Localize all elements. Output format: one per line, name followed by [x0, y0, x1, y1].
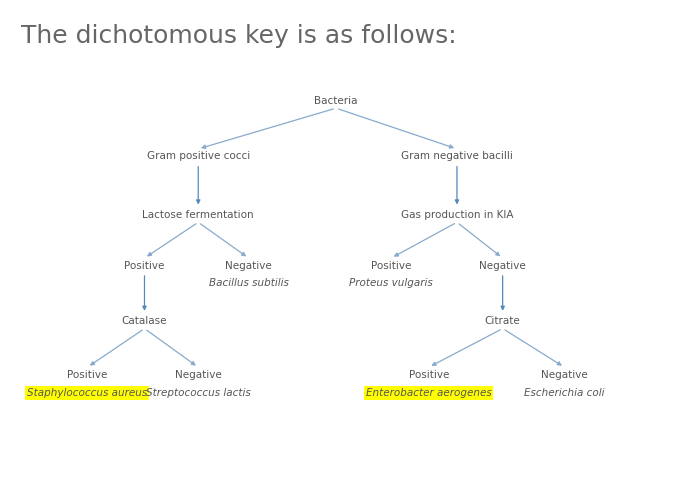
Text: Streptococcus lactis: Streptococcus lactis: [146, 388, 251, 398]
Text: Bacteria: Bacteria: [314, 96, 358, 106]
Text: Escherichia coli: Escherichia coli: [524, 388, 605, 398]
Text: Negative: Negative: [480, 261, 526, 271]
Text: Proteus vulgaris: Proteus vulgaris: [349, 278, 433, 288]
Text: Catalase: Catalase: [122, 316, 167, 326]
Text: Bacillus subtilis: Bacillus subtilis: [209, 278, 288, 288]
Text: Negative: Negative: [541, 370, 588, 380]
Text: Positive: Positive: [67, 370, 108, 380]
Text: The dichotomous key is as follows:: The dichotomous key is as follows:: [21, 24, 456, 48]
Text: Gram negative bacilli: Gram negative bacilli: [401, 151, 513, 161]
Text: Lactose fermentation: Lactose fermentation: [142, 210, 254, 220]
Text: Negative: Negative: [225, 261, 272, 271]
Text: Positive: Positive: [125, 261, 164, 271]
Text: Citrate: Citrate: [485, 316, 521, 326]
Text: Enterobacter aerogenes: Enterobacter aerogenes: [366, 388, 491, 398]
Text: Positive: Positive: [371, 261, 412, 271]
Text: Gas production in KIA: Gas production in KIA: [400, 210, 513, 220]
Text: Negative: Negative: [175, 370, 222, 380]
Text: Gram positive cocci: Gram positive cocci: [146, 151, 250, 161]
Text: Staphylococcus aureus: Staphylococcus aureus: [27, 388, 148, 398]
Text: Positive: Positive: [409, 370, 449, 380]
